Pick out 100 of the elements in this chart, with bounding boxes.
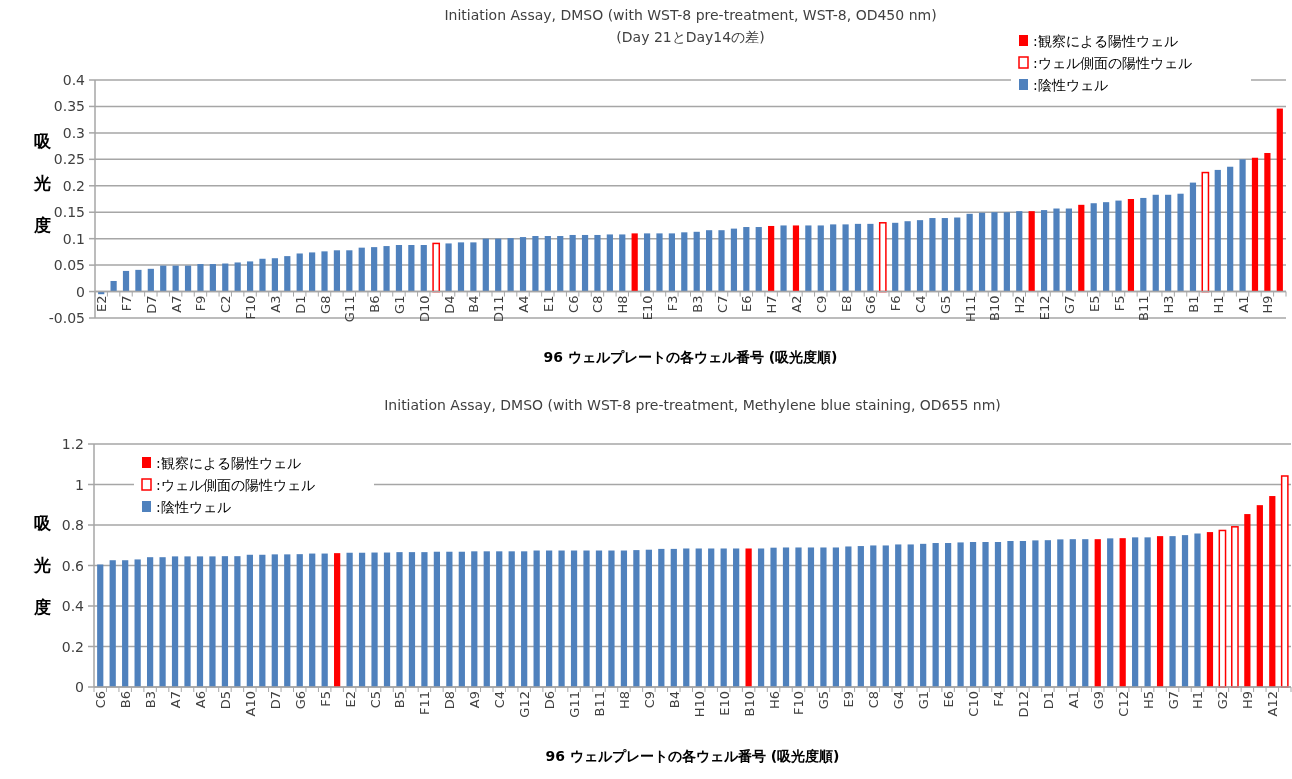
bar bbox=[171, 556, 179, 687]
bar bbox=[842, 224, 849, 292]
bar bbox=[733, 548, 740, 687]
bar bbox=[1094, 539, 1101, 687]
x-tick-label: F3 bbox=[664, 295, 680, 312]
bar bbox=[1003, 212, 1010, 292]
bar bbox=[681, 232, 688, 292]
x-tick-label: E10 bbox=[640, 295, 656, 321]
x-axis-title: 96 ウェルプレートの各ウェル番号 (吸光度順) bbox=[545, 748, 840, 764]
bar bbox=[271, 554, 278, 687]
bar bbox=[1032, 540, 1039, 687]
x-tick-label: B6 bbox=[367, 295, 383, 313]
bar bbox=[878, 222, 887, 293]
bar bbox=[246, 554, 253, 687]
x-tick-label: F6 bbox=[888, 295, 904, 312]
x-tick-label: B11 bbox=[1136, 295, 1152, 322]
bar bbox=[1132, 537, 1139, 687]
x-tick-label: H6 bbox=[766, 691, 782, 710]
bar bbox=[904, 221, 911, 292]
bar bbox=[321, 251, 328, 292]
x-tick-label: B10 bbox=[987, 295, 1003, 322]
bar bbox=[1181, 535, 1189, 687]
bar bbox=[854, 223, 862, 292]
x-tick-label: C9 bbox=[641, 691, 657, 709]
x-tick-label: A7 bbox=[168, 691, 184, 709]
bar bbox=[358, 247, 365, 292]
chart-title: Initiation Assay, DMSO (with WST-8 pre-treatment, Methylene blue staining, OD655 nm) bbox=[384, 397, 1001, 413]
x-tick-label: D6 bbox=[542, 691, 558, 710]
x-tick-label: D11 bbox=[491, 295, 507, 323]
bar bbox=[920, 543, 927, 687]
bar bbox=[184, 265, 192, 292]
bar bbox=[545, 550, 553, 687]
bar bbox=[780, 225, 787, 292]
bar bbox=[594, 234, 601, 292]
bar bbox=[533, 550, 540, 687]
x-tick-label: H5 bbox=[1140, 691, 1156, 710]
bar bbox=[507, 238, 514, 292]
y-tick-label: 1 bbox=[75, 476, 84, 493]
text: 吸光度 bbox=[33, 131, 51, 235]
bar bbox=[1007, 541, 1014, 687]
x-tick-label: C6 bbox=[565, 295, 581, 313]
x-tick-label: B5 bbox=[392, 691, 408, 709]
bar bbox=[1256, 505, 1263, 687]
x-tick-label: B4 bbox=[666, 691, 682, 709]
x-tick-label: D7 bbox=[267, 691, 283, 710]
bar bbox=[172, 265, 179, 292]
x-tick-label: H8 bbox=[615, 295, 631, 314]
bar bbox=[234, 262, 241, 292]
bar bbox=[284, 256, 291, 292]
y-tick-label: 0.4 bbox=[61, 598, 85, 614]
bar bbox=[619, 234, 626, 292]
x-tick-label: E2 bbox=[342, 691, 358, 708]
legend-label: :ウェル側面の陽性ウェル bbox=[156, 477, 315, 493]
bar bbox=[1214, 169, 1221, 292]
x-tick-label: B4 bbox=[466, 295, 482, 313]
bar bbox=[371, 552, 378, 687]
bar bbox=[496, 551, 503, 687]
bar bbox=[708, 548, 715, 687]
bar bbox=[755, 227, 762, 292]
bar bbox=[508, 551, 515, 687]
x-tick-label: G6 bbox=[292, 691, 308, 710]
y-tick-label: 0 bbox=[75, 679, 84, 695]
y-tick-label: 0.15 bbox=[53, 204, 85, 221]
x-tick-label: B10 bbox=[741, 691, 757, 717]
x-tick-label: E8 bbox=[838, 295, 854, 313]
y-tick-label: 0.2 bbox=[61, 638, 84, 655]
chart-title: Initiation Assay, DMSO (with WST-8 pre-treatment, WST-8, OD450 nm) bbox=[444, 7, 937, 23]
bar bbox=[395, 245, 403, 292]
bar bbox=[966, 213, 973, 292]
x-tick-label: G4 bbox=[891, 691, 907, 710]
bar bbox=[907, 544, 914, 687]
x-tick-label: F5 bbox=[1111, 295, 1127, 312]
x-tick-label: C5 bbox=[367, 691, 383, 709]
x-tick-label: G6 bbox=[863, 295, 879, 314]
x-tick-label: E6 bbox=[941, 691, 957, 708]
bar bbox=[1140, 197, 1147, 292]
x-tick-label: G9 bbox=[1090, 691, 1106, 710]
x-tick-label: G7 bbox=[1165, 691, 1181, 710]
y-tick-label: 0.05 bbox=[53, 257, 85, 274]
text: 吸光度 bbox=[33, 512, 51, 617]
bar bbox=[1115, 200, 1122, 292]
x-tick-label: F9 bbox=[193, 295, 209, 312]
chart-subtitle: (Day 21とDay14の差) bbox=[616, 29, 765, 45]
bar bbox=[309, 252, 316, 292]
x-tick-label: B1 bbox=[1185, 295, 1201, 313]
bar bbox=[969, 542, 977, 687]
bar bbox=[1044, 540, 1051, 687]
bar bbox=[1264, 152, 1271, 292]
bar bbox=[743, 227, 750, 292]
bar bbox=[581, 234, 589, 292]
x-tick-label: C2 bbox=[218, 295, 234, 313]
bar bbox=[757, 548, 765, 687]
y-tick-label: 0.2 bbox=[62, 177, 85, 194]
bar bbox=[135, 269, 142, 292]
bar bbox=[1040, 210, 1048, 292]
bar bbox=[458, 551, 465, 687]
x-tick-label: A3 bbox=[267, 295, 283, 313]
bar bbox=[633, 550, 640, 687]
bar bbox=[606, 234, 613, 292]
bar bbox=[420, 245, 427, 292]
